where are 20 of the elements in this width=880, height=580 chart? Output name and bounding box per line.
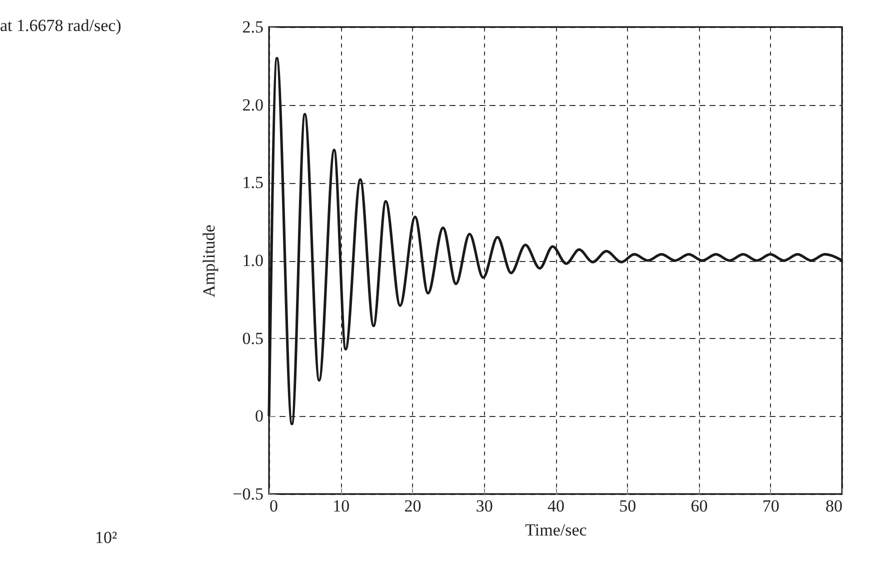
text: at 1.6678 rad/sec) <box>0 16 122 36</box>
y-tick-label: 2.5 <box>242 18 264 36</box>
y-tick-label: 1.5 <box>242 173 264 192</box>
x-tick-label: 40 <box>548 496 564 516</box>
y-tick-label: 0 <box>255 406 264 426</box>
x-axis-title: Time/sec <box>525 520 588 540</box>
x-tick-label: 20 <box>404 496 422 516</box>
text: 10² <box>95 528 118 548</box>
x-tick-label: 60 <box>690 496 708 516</box>
x-tick-label: 0 <box>270 496 278 516</box>
x-tick-label: 80 <box>826 496 842 516</box>
y-tick-label: 0.5 <box>242 328 264 348</box>
x-tick-label: 10 <box>332 496 350 516</box>
x-tick-label: 50 <box>619 496 636 516</box>
x-tick-label: 30 <box>476 496 493 516</box>
y-tick-label: 2.0 <box>242 95 264 114</box>
y-tick-label: −0.5 <box>232 484 264 504</box>
y-tick-label: 1.0 <box>242 251 264 270</box>
y-axis-title: Amplitude <box>200 224 219 298</box>
x-tick-label: 70 <box>762 496 780 516</box>
